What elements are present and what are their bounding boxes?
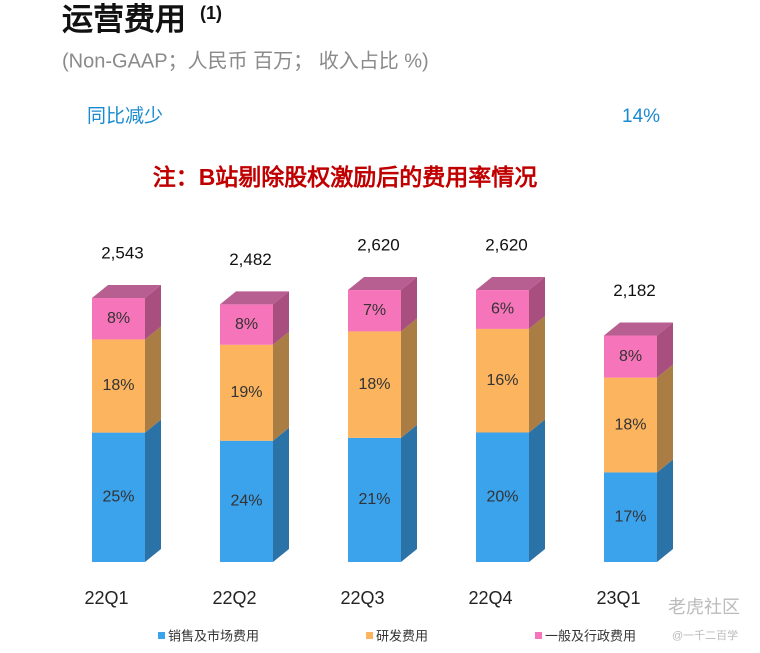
bar-side — [145, 285, 161, 340]
bar-top — [476, 277, 545, 291]
total-label: 2,482 — [229, 250, 272, 269]
value-label: 25% — [102, 489, 134, 506]
bar-front — [220, 440, 273, 562]
note: 注：B站剔除股权激励后的费用率情况 — [153, 164, 538, 190]
bar-segment — [476, 419, 545, 562]
bar-front — [476, 432, 529, 562]
bar-top — [92, 285, 161, 299]
bar-side — [529, 419, 545, 562]
bar-front — [604, 472, 657, 562]
legend-label: 销售及市场费用 — [168, 628, 259, 643]
bar-segment — [604, 364, 673, 473]
bar-segment — [92, 419, 161, 562]
bar-segment — [92, 285, 161, 340]
value-label: 18% — [102, 377, 134, 394]
value-label: 24% — [230, 493, 262, 510]
bar-side — [529, 315, 545, 433]
x-tick-label: 22Q2 — [212, 588, 256, 608]
value-label: 8% — [107, 310, 130, 327]
bar-front — [604, 335, 657, 378]
legend-swatch — [535, 632, 542, 639]
watermark-sub: @一千二百学 — [672, 628, 738, 642]
bar-side — [145, 419, 161, 562]
bar-side — [273, 427, 289, 562]
bar-side — [401, 318, 417, 438]
bar-front — [220, 304, 273, 345]
bar-side — [529, 277, 545, 329]
bar-segment — [92, 326, 161, 433]
value-label: 17% — [614, 508, 646, 525]
watermark: 老虎社区 — [668, 597, 740, 617]
bar-segment — [348, 318, 417, 438]
bar-side — [401, 424, 417, 562]
bar-side — [657, 364, 673, 473]
bar-segment — [476, 315, 545, 433]
bar-segment — [348, 277, 417, 332]
bar-side — [657, 459, 673, 562]
annotation-value: 14% — [622, 106, 660, 127]
bar-front — [92, 298, 145, 340]
subtitle: (Non-GAAP；人民币 百万； 收入占比 %) — [62, 49, 429, 72]
legend-label: 研发费用 — [376, 628, 428, 643]
bar-front — [476, 290, 529, 329]
value-label: 7% — [363, 302, 386, 319]
value-label: 18% — [358, 376, 390, 393]
bar-top — [348, 277, 417, 291]
total-label: 2,620 — [357, 236, 400, 255]
bar-segment — [476, 277, 545, 329]
title: 运营费用 — [62, 2, 186, 37]
bar-side — [273, 291, 289, 345]
bar-front — [92, 339, 145, 433]
bar-segment — [220, 331, 289, 441]
bar-segment — [220, 291, 289, 345]
total-label: 2,543 — [101, 244, 144, 263]
x-tick-label: 23Q1 — [596, 588, 640, 608]
legend-swatch — [366, 632, 373, 639]
value-label: 6% — [491, 301, 514, 318]
value-label: 18% — [614, 416, 646, 433]
bar-segment — [604, 322, 673, 378]
bar-front — [604, 377, 657, 473]
bar-side — [273, 331, 289, 441]
legend-label: 一般及行政费用 — [545, 628, 636, 643]
value-label: 8% — [235, 316, 258, 333]
bar-segment — [604, 459, 673, 562]
bar-front — [92, 432, 145, 562]
value-label: 8% — [619, 348, 642, 365]
bar-front — [348, 331, 401, 438]
total-label: 2,620 — [485, 236, 528, 255]
bar-front — [348, 290, 401, 332]
annotation-label: 同比减少 — [87, 105, 163, 127]
x-tick-label: 22Q4 — [468, 588, 512, 608]
bar-front — [220, 344, 273, 441]
bar-side — [657, 322, 673, 378]
value-label: 21% — [358, 491, 390, 508]
value-label: 20% — [486, 488, 518, 505]
bar-top — [220, 291, 289, 305]
value-label: 16% — [486, 372, 518, 389]
bar-front — [348, 437, 401, 562]
x-tick-label: 22Q1 — [84, 588, 128, 608]
bar-segment — [348, 424, 417, 562]
title-note: (1) — [200, 3, 222, 23]
legend-swatch — [158, 632, 165, 639]
bar-top — [604, 322, 673, 336]
bar-front — [476, 328, 529, 433]
bar-side — [145, 326, 161, 433]
x-tick-label: 22Q3 — [340, 588, 384, 608]
total-label: 2,182 — [613, 281, 656, 300]
value-label: 19% — [230, 384, 262, 401]
bar-side — [401, 277, 417, 332]
bar-segment — [220, 427, 289, 562]
